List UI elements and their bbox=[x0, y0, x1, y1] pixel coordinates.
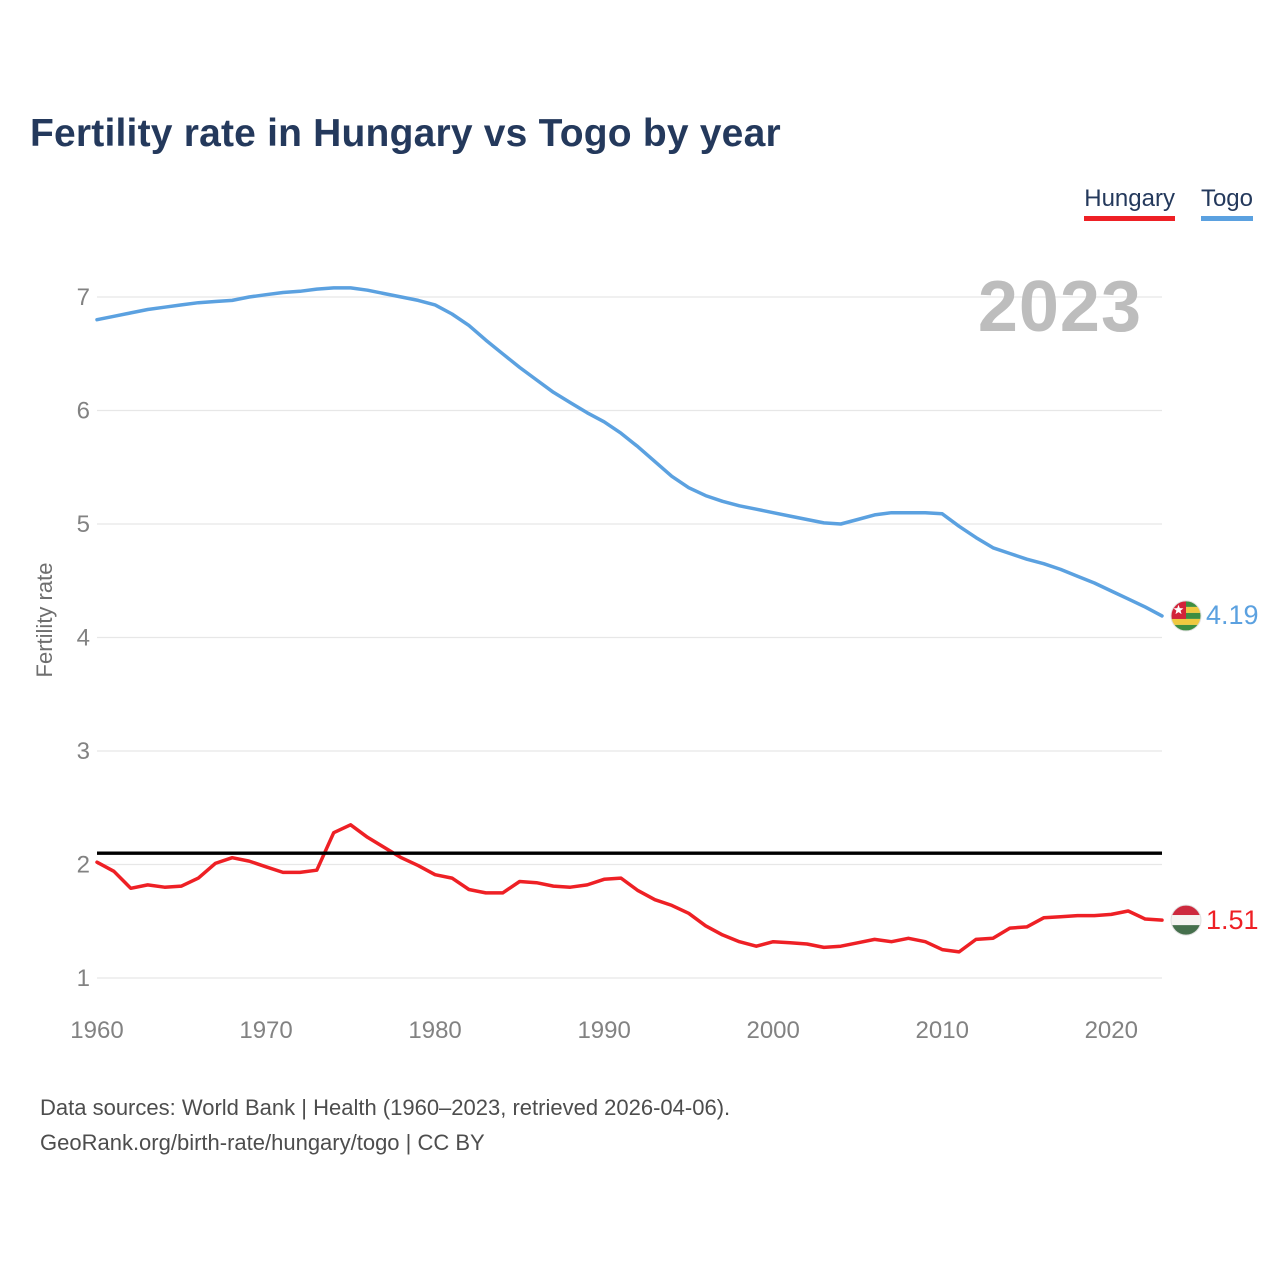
togo-line[interactable] bbox=[95, 286, 1164, 618]
y-tick-6: 6 bbox=[77, 398, 90, 425]
x-tick-1980: 1980 bbox=[408, 1017, 461, 1044]
footer-sources: Data sources: World Bank | Health (1960–… bbox=[40, 1095, 731, 1120]
togo-flag-icon[interactable] bbox=[1171, 600, 1201, 631]
footer-attribution: GeoRank.org/birth-rate/hungary/togo | CC… bbox=[40, 1130, 485, 1155]
x-tick-1990: 1990 bbox=[577, 1017, 630, 1044]
x-tick-1970: 1970 bbox=[239, 1017, 292, 1044]
x-tick-2000: 2000 bbox=[746, 1017, 799, 1044]
legend-item-hungary[interactable]: Hungary bbox=[1084, 185, 1175, 221]
y-tick-5: 5 bbox=[77, 511, 90, 538]
x-tick-2020: 2020 bbox=[1085, 1017, 1138, 1044]
watermark-year: 2023 bbox=[977, 267, 1142, 347]
footer: Data sources: World Bank | Health (1960–… bbox=[40, 1090, 730, 1160]
y-tick-7: 7 bbox=[77, 284, 90, 311]
y-tick-3: 3 bbox=[77, 738, 90, 765]
y-tick-4: 4 bbox=[77, 625, 90, 652]
hungary-line[interactable] bbox=[95, 823, 1164, 954]
legend-item-togo[interactable]: Togo bbox=[1200, 185, 1253, 221]
y-axis-title: Fertility rate bbox=[32, 562, 57, 678]
hungary-end-value: 1.51 bbox=[1206, 904, 1259, 935]
y-tick-1: 1 bbox=[77, 965, 90, 992]
legend: Hungary Togo bbox=[1084, 185, 1253, 221]
page-title: Fertility rate in Hungary vs Togo by yea… bbox=[30, 112, 781, 155]
hungary-flag-icon[interactable] bbox=[1171, 905, 1201, 936]
x-tick-1960: 1960 bbox=[70, 1017, 123, 1044]
togo-end-value: 4.19 bbox=[1206, 600, 1259, 631]
x-tick-2010: 2010 bbox=[916, 1017, 969, 1044]
y-tick-2: 2 bbox=[77, 852, 90, 879]
